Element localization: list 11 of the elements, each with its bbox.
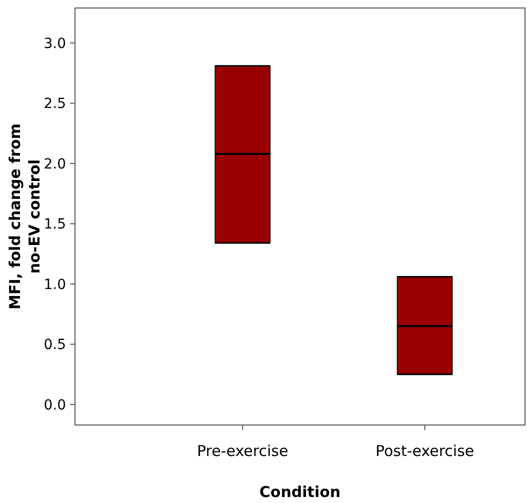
- y-tick-label: 3.0: [44, 36, 66, 52]
- y-tick-label: 0.5: [44, 337, 66, 354]
- y-tick-label: 2.0: [44, 156, 66, 172]
- x-tick-label: Pre-exercise: [197, 442, 288, 460]
- x-tick-label: Post-exercise: [375, 442, 474, 460]
- y-tick-label: 1.0: [44, 276, 66, 293]
- y-tick-label: 0.0: [44, 397, 66, 414]
- x-axis-title: Condition: [259, 483, 341, 501]
- y-tick-label: 2.5: [44, 96, 66, 112]
- y-axis-title: MFI, fold change from no-EV control: [6, 124, 44, 310]
- y-tick-label: 1.5: [44, 216, 66, 233]
